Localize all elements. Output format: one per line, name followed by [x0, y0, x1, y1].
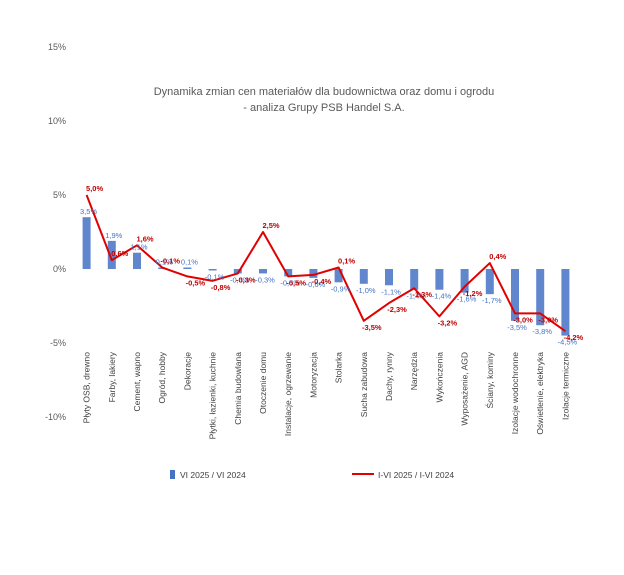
legend: VI 2025 / VI 2024 I-VI 2025 / I-VI 2024	[170, 470, 454, 480]
x-tick-label: Oświetlenie, elektryka	[535, 352, 545, 435]
bar	[82, 217, 91, 269]
x-tick-label: Ogród, hobby	[157, 351, 167, 403]
line-data-label: -3,0%	[538, 315, 558, 324]
x-tick-label: Izolacje wodochronne	[510, 352, 520, 434]
bar-data-label: -0,1%	[205, 272, 225, 281]
y-tick-label: 5%	[53, 190, 66, 200]
bar	[107, 240, 116, 269]
bar-data-label: -3,5%	[507, 323, 527, 332]
x-tick-label: Płyty OSB, drewno	[82, 352, 92, 424]
line-data-label: 2,5%	[262, 221, 279, 230]
bar	[435, 269, 444, 290]
legend-swatch-bar	[170, 470, 175, 479]
x-tick-label: Płytki, łazienki, kuchnie	[208, 352, 218, 440]
bar	[208, 269, 217, 271]
bar-data-label: -0,5%	[280, 278, 300, 287]
x-tick-label: Izolacje termiczne	[560, 352, 570, 420]
line-data-label: -3,2%	[438, 318, 458, 327]
bar	[536, 269, 545, 326]
x-tick-label: Sucha zabudowa	[359, 352, 369, 417]
line-data-label: 0,4%	[489, 252, 506, 261]
line-data-label: -4,2%	[564, 333, 584, 342]
y-tick-label: 10%	[48, 116, 66, 126]
bar	[183, 267, 192, 269]
x-tick-label: Cement, wapno	[132, 352, 142, 412]
line-data-label: -3,0%	[513, 315, 533, 324]
bar-data-label: -1,4%	[432, 292, 452, 301]
bar-data-label: 0,1%	[181, 258, 198, 267]
bar	[309, 269, 318, 278]
line-data-label: 5,0%	[86, 184, 103, 193]
bar	[233, 269, 242, 274]
bar	[284, 269, 293, 277]
line-data-label: -0,4%	[312, 277, 332, 286]
bar-series	[82, 217, 570, 336]
x-tick-label: Wykończenia	[434, 352, 444, 403]
y-axis: 20%15%10%5%0%-5%-10%	[45, 42, 66, 422]
bar-data-label: -1,1%	[381, 287, 401, 296]
line-data-label: -0,3%	[236, 275, 256, 284]
x-tick-label: Dachy, rynny	[384, 351, 394, 401]
bar-data-label: -1,6%	[457, 295, 477, 304]
line-data-label: -1,3%	[412, 290, 432, 299]
line-data-label: -0,8%	[211, 283, 231, 292]
line-data-label: 0,1%	[338, 257, 355, 266]
x-tick-label: Ściany, kominy	[484, 351, 495, 408]
x-tick-label: Motoryzacja	[308, 352, 318, 398]
line-data-label: -0,1%	[160, 257, 180, 266]
y-tick-label: 0%	[53, 264, 66, 274]
bar	[385, 269, 393, 286]
bar-data-label: -1,4%	[406, 292, 426, 301]
x-tick-label: Wyposażenie, AGD	[460, 352, 470, 426]
bar-data-label: -3,8%	[532, 327, 552, 336]
bar-data-label: 0,1%	[156, 258, 173, 267]
line-data-label: -1,2%	[463, 289, 483, 298]
line-data-label: -2,3%	[387, 305, 407, 314]
bar	[460, 269, 469, 293]
x-tick-label: Farby, lakiery	[107, 351, 117, 402]
bar-data-label: -0,3%	[230, 275, 250, 284]
x-tick-label: Instalacje, ogrzewanie	[283, 352, 293, 436]
line-path	[85, 194, 566, 332]
legend-label-line: I-VI 2025 / I-VI 2024	[378, 470, 454, 480]
bar	[511, 269, 519, 321]
bar-data-label: -0,9%	[331, 284, 351, 293]
bar	[334, 269, 343, 283]
chart-subtitle: - analiza Grupy PSB Handel S.A.	[243, 102, 404, 114]
line-data-label: 0,6%	[111, 249, 128, 258]
bar	[485, 269, 494, 295]
x-tick-label: Dekoracje	[182, 352, 192, 391]
bar-data-label: -4,5%	[558, 338, 578, 347]
x-tick-label: Stolarka	[334, 352, 344, 383]
line-series	[85, 194, 566, 332]
line-data-label: -3,5%	[362, 323, 382, 332]
bar-data-label: -0,6%	[306, 280, 326, 289]
chart-title: Dynamika zmian cen materiałów dla budown…	[154, 86, 495, 98]
bar	[259, 269, 267, 274]
bar-data-label: -1,0%	[356, 286, 376, 295]
bar-data-label: 1,1%	[130, 243, 147, 252]
legend-label-bar: VI 2025 / VI 2024	[180, 470, 246, 480]
bar	[359, 269, 368, 284]
bar-data-label: 3,5%	[80, 207, 97, 216]
y-tick-label: -5%	[50, 338, 66, 348]
x-tick-label: Chemia budowlana	[233, 352, 243, 425]
y-tick-label: -10%	[45, 412, 66, 422]
x-tick-label: Narzędzia	[409, 352, 419, 391]
x-tick-label: Otoczenie domu	[258, 352, 268, 414]
bar	[561, 269, 570, 336]
bar-data-label: -1,7%	[482, 296, 502, 305]
bar	[133, 252, 141, 269]
line-data-label: -0,5%	[286, 278, 306, 287]
bar-data-label: 1,9%	[105, 231, 122, 240]
bar-data-label: -0,3%	[255, 275, 275, 284]
line-data-label: 1,6%	[136, 234, 153, 243]
bar	[410, 269, 419, 290]
line-data-label: -0,5%	[186, 278, 206, 287]
y-tick-label: 15%	[48, 42, 66, 52]
data-labels: 3,5%1,9%1,1%0,1% 0,1%-0,1% -0,3% -0,3% -0,5%…	[80, 184, 583, 347]
x-axis: Płyty OSB, drewno Farby, lakiery Cement, w…	[82, 351, 571, 439]
